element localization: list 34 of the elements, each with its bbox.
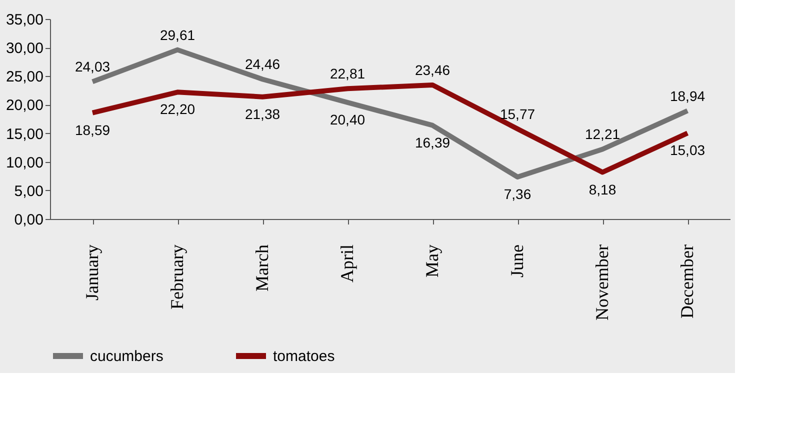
data-label: 22,20: [160, 101, 196, 118]
data-label: 29,61: [160, 26, 196, 43]
data-label: 15,77: [500, 106, 536, 122]
x-tick-label: February: [167, 244, 187, 310]
legend-label: cucumbers: [90, 348, 164, 365]
x-tick-label: January: [82, 244, 102, 300]
x-tick-label: April: [337, 244, 357, 282]
data-label: 21,38: [244, 106, 280, 122]
data-label: 24,46: [244, 56, 280, 72]
data-label: 18,59: [74, 122, 110, 138]
data-label: 24,03: [74, 58, 110, 75]
data-label: 7,36: [504, 186, 532, 202]
data-label: 8,18: [588, 181, 616, 198]
y-tick-label: 15,00: [6, 126, 44, 143]
y-tick-label: 0,00: [14, 212, 44, 228]
data-label: 22,81: [330, 66, 366, 82]
x-tick-label: June: [507, 244, 527, 278]
y-tick-label: 35,00: [6, 12, 44, 28]
data-label: 12,21: [584, 126, 620, 142]
x-tick-label: March: [252, 244, 272, 292]
data-label: 18,94: [670, 88, 706, 104]
x-tick-label: December: [677, 244, 697, 318]
y-tick-label: 25,00: [6, 68, 44, 86]
y-tick-label: 5,00: [14, 182, 44, 200]
x-tick-label: November: [592, 244, 612, 320]
data-label: 16,39: [414, 134, 450, 150]
y-tick-label: 20,00: [6, 97, 44, 114]
data-label: 20,40: [330, 111, 366, 128]
x-tick-label: May: [422, 244, 442, 278]
y-tick-label: 30,00: [6, 40, 44, 58]
y-tick-label: 10,00: [6, 154, 44, 172]
data-label: 23,46: [414, 62, 450, 78]
legend-label: tomatoes: [273, 348, 335, 365]
data-label: 15,03: [670, 142, 706, 158]
